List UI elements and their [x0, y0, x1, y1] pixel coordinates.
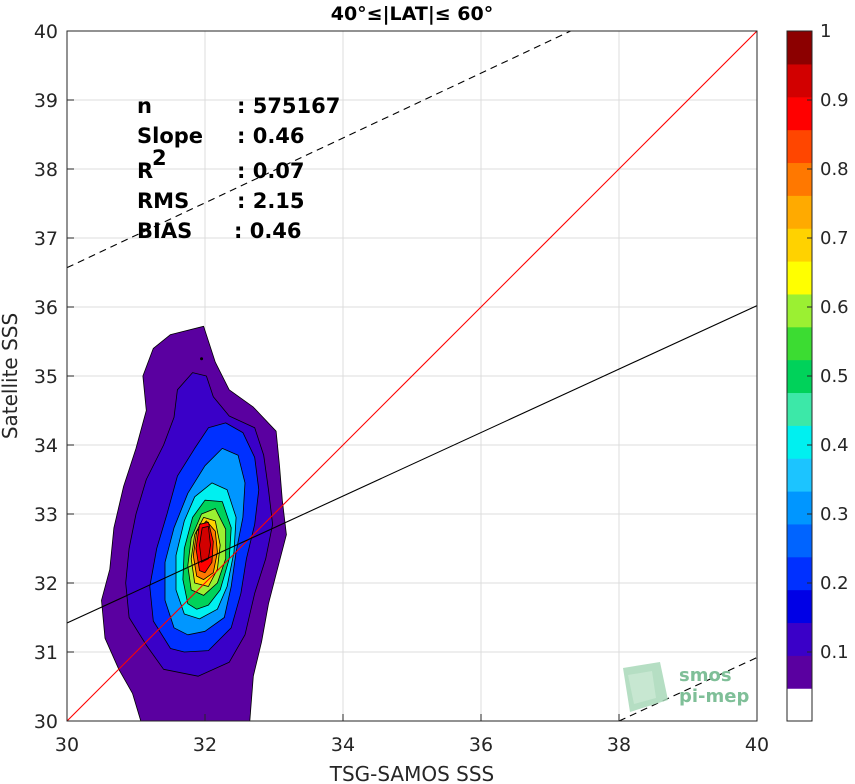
x-axis-label: TSG-SAMOS SSS [329, 762, 495, 784]
y-tick-label: 34 [34, 435, 58, 457]
colorbar-band [787, 228, 812, 262]
stat-label-superscript: 2 [152, 146, 167, 170]
colorbar-band [787, 556, 812, 591]
stat-value: : 0.07 [237, 159, 305, 183]
colorbar-band [787, 688, 812, 722]
y-tick-label: 40 [34, 21, 58, 43]
contour-marker [200, 357, 204, 361]
contour-level-0.95 [199, 526, 211, 563]
y-tick-label: 37 [34, 228, 58, 250]
y-tick-label: 35 [34, 366, 58, 388]
stats-box: n : 575167 Slope : 0.46 R2 : 0.07 RMS : 2.15 BIA… [137, 94, 340, 243]
colorbar-band [787, 96, 812, 131]
colorbar-tick-label: 0.2 [820, 573, 849, 594]
regression-line [67, 305, 757, 624]
colorbar-band [787, 162, 812, 196]
colorbar-tick-label: 0.7 [820, 228, 849, 249]
line-layer [67, 31, 757, 721]
x-tick-label: 40 [745, 734, 769, 756]
stat-label: BIAS [137, 219, 192, 243]
colorbar: 0.1 0.2 0.3 0.4 0.5 0.6 0.7 0.8 0.9 1 [786, 21, 849, 722]
y-tick-label: 32 [34, 573, 58, 595]
y-tick-label: 39 [34, 90, 58, 112]
y-tick-label: 30 [34, 711, 58, 733]
y-ticks: 30 31 32 33 34 35 36 37 38 39 40 [34, 21, 74, 733]
stat-label: R [137, 159, 153, 183]
colorbar-tick-label: 0.4 [820, 435, 849, 456]
x-tick-label: 38 [607, 734, 631, 756]
upper-bound-line [67, 31, 571, 269]
stat-label: n [137, 94, 152, 118]
y-tick-label: 31 [34, 642, 58, 664]
colorbar-band [787, 195, 812, 229]
identity-line [67, 31, 757, 721]
logo-mark-inner [628, 671, 656, 704]
colorbar-band [787, 261, 812, 295]
stat-value: : 0.46 [234, 219, 302, 243]
lower-bound-line [618, 657, 757, 721]
colorbar-band [787, 326, 812, 361]
colorbar-band [787, 63, 812, 98]
logo-line1: smos [679, 665, 732, 686]
x-ticks: 30 32 34 36 38 40 [55, 714, 769, 756]
colorbar-tick-label: 0.9 [820, 90, 849, 111]
y-axis-label: Satellite SSS [0, 313, 22, 439]
colorbar-tick-label: 1 [820, 21, 831, 42]
chart-title: 40°≤|LAT|≤ 60° [331, 3, 494, 25]
stat-value: : 575167 [237, 94, 340, 118]
stat-value: : 2.15 [237, 189, 305, 213]
colorbar-band [787, 458, 812, 492]
x-tick-label: 36 [469, 734, 493, 756]
y-tick-label: 33 [34, 504, 58, 526]
y-tick-label: 36 [34, 297, 58, 319]
stat-label: Slope [137, 124, 203, 148]
colorbar-band [787, 523, 812, 558]
colorbar-tick-label: 0.3 [820, 504, 849, 525]
colorbar-band [787, 31, 812, 65]
colorbar-band [787, 622, 812, 656]
colorbar-tick-label: 0.5 [820, 366, 849, 387]
colorbar-band [787, 655, 812, 689]
colorbar-tick-label: 0.8 [820, 159, 849, 180]
contour-layer [101, 325, 287, 721]
stat-label: RMS [137, 189, 189, 213]
colorbar-tick-label: 0.6 [820, 297, 849, 318]
colorbar-band [787, 425, 812, 459]
colorbar-band [787, 589, 812, 624]
colorbar-band [787, 392, 812, 426]
logo-line2: pi-mep [679, 686, 749, 707]
stat-value: : 0.46 [237, 124, 305, 148]
colorbar-band [787, 491, 812, 525]
y-tick-label: 38 [34, 159, 58, 181]
colorbar-band [787, 129, 812, 164]
colorbar-band [787, 293, 812, 328]
x-tick-label: 32 [193, 734, 217, 756]
x-tick-label: 30 [55, 734, 79, 756]
smos-pimep-logo: smos pi-mep [623, 662, 749, 712]
x-tick-label: 34 [331, 734, 355, 756]
colorbar-tick-label: 0.1 [820, 642, 849, 663]
